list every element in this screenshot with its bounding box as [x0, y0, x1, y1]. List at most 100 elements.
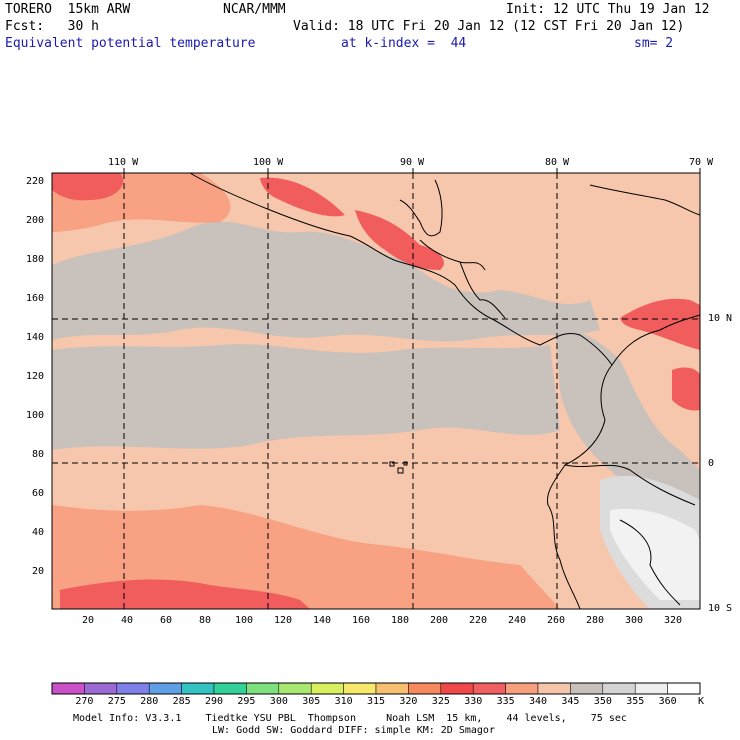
mexico-hot — [260, 177, 345, 217]
x-tick-80: 80 — [199, 615, 212, 626]
colorbar-label: 330 — [464, 696, 483, 707]
colorbar-swatch — [213, 682, 247, 695]
cool-band-central — [52, 344, 560, 450]
colorbar-label: 285 — [172, 696, 191, 707]
organization: NCAR/MMM — [223, 2, 286, 17]
x-tick-240: 240 — [508, 615, 527, 626]
lon-label-110w: 110 W — [108, 157, 139, 168]
colorbar-swatch — [181, 682, 215, 695]
colorbar-label: 290 — [205, 696, 224, 707]
lon-label-100w: 100 W — [253, 157, 284, 168]
colorbar-swatch — [148, 682, 182, 695]
colorbar-label: 325 — [431, 696, 450, 707]
y-tick-60: 60 — [32, 488, 45, 499]
colorbar-swatch — [51, 682, 85, 695]
tick-marks — [123, 168, 701, 173]
galapagos-islands — [389, 461, 408, 474]
y-tick-80: 80 — [32, 449, 45, 460]
x-tick-140: 140 — [313, 615, 332, 626]
colorbar-swatch — [343, 682, 377, 695]
colorbar-swatch — [278, 682, 312, 695]
pacific-cool-patch — [290, 394, 443, 424]
colorbar-label: 360 — [658, 696, 677, 707]
x-tick-320: 320 — [664, 615, 683, 626]
model-info-line1: Model Info: V3.3.1 Tiedtke YSU PBL Thomp… — [73, 713, 627, 724]
y-tick-40: 40 — [32, 527, 45, 538]
lon-label-80w: 80 W — [545, 157, 570, 168]
colorbar-swatch — [440, 682, 474, 695]
x-tick-200: 200 — [430, 615, 449, 626]
cuba-coast — [589, 184, 701, 216]
smoothing: sm= 2 — [634, 36, 674, 51]
x-tick-40: 40 — [121, 615, 134, 626]
colorbar-unit: K — [698, 696, 705, 707]
y-tick-200: 200 — [26, 215, 45, 226]
colorbar-label: 310 — [334, 696, 353, 707]
y-tick-100: 100 — [26, 410, 45, 421]
colorbar-label: 355 — [626, 696, 645, 707]
colorbar-label: 345 — [561, 696, 580, 707]
x-tick-20: 20 — [82, 615, 95, 626]
colorbar-swatch — [570, 682, 604, 695]
model-name: TORERO 15km ARW — [5, 2, 131, 17]
y-tick-20: 20 — [32, 566, 45, 577]
lat-label-10s: 10 S — [708, 603, 733, 614]
y-tick-120: 120 — [26, 371, 45, 382]
colorbar-swatch — [602, 682, 636, 695]
y-tick-160: 160 — [26, 293, 45, 304]
lon-label-70w: 70 W — [689, 157, 714, 168]
colorbar-swatch — [472, 682, 506, 695]
y-tick-140: 140 — [26, 332, 45, 343]
central-america-hot — [355, 210, 444, 270]
x-tick-220: 220 — [469, 615, 488, 626]
x-tick-160: 160 — [352, 615, 371, 626]
colorbar-swatch — [634, 682, 668, 695]
colorbar-label: 340 — [529, 696, 548, 707]
x-tick-260: 260 — [547, 615, 566, 626]
colorbar-swatch — [408, 682, 442, 695]
colorbar-label: 305 — [302, 696, 321, 707]
x-tick-60: 60 — [160, 615, 173, 626]
colorbar-label: 270 — [75, 696, 94, 707]
lat-label-equator: 0 — [708, 458, 715, 469]
colorbar-label: 300 — [269, 696, 288, 707]
colorbar-swatch — [505, 682, 539, 695]
colorbar-label: 280 — [140, 696, 159, 707]
south-america-interior-border — [564, 464, 696, 506]
model-info-line2: LW: Godd SW: Goddard DIFF: simple KM: 2D… — [212, 725, 495, 736]
amazon-lightest — [610, 508, 700, 600]
northwest-hot — [52, 173, 124, 201]
x-tick-280: 280 — [586, 615, 605, 626]
x-tick-100: 100 — [235, 615, 254, 626]
colorbar-swatch — [667, 682, 701, 695]
colorbar-label: 320 — [399, 696, 418, 707]
forecast-hour: Fcst: 30 h — [5, 19, 99, 34]
colorbar-swatch — [246, 682, 280, 695]
colorbar-swatch — [537, 682, 571, 695]
lat-label-10n: 10 N — [708, 313, 733, 324]
central-america-border-2 — [459, 261, 506, 319]
lat-lon-grid — [52, 173, 700, 609]
colorbar-swatch — [375, 682, 409, 695]
colorbar-label: 295 — [237, 696, 256, 707]
mexico-coast — [189, 172, 613, 366]
caribbean-coast — [611, 314, 701, 366]
field-shading — [52, 173, 700, 609]
southern-hot-band — [60, 579, 310, 609]
x-tick-120: 120 — [274, 615, 293, 626]
init-time: Init: 12 UTC Thu 19 Jan 12 — [506, 2, 710, 17]
y-tick-180: 180 — [26, 254, 45, 265]
gulf-coast — [399, 179, 443, 237]
colorbar-label: 315 — [367, 696, 386, 707]
valid-time: Valid: 18 UTC Fri 20 Jan 12 (12 CST Fri … — [293, 19, 685, 34]
caribbean-hot — [620, 298, 700, 350]
peru-border — [619, 519, 681, 606]
x-tick-300: 300 — [625, 615, 644, 626]
colorbar-frame — [51, 682, 701, 695]
coastlines — [189, 172, 701, 610]
colorbar-swatch — [84, 682, 118, 695]
colorbar-label: 335 — [496, 696, 515, 707]
colorbar-label: 350 — [593, 696, 612, 707]
